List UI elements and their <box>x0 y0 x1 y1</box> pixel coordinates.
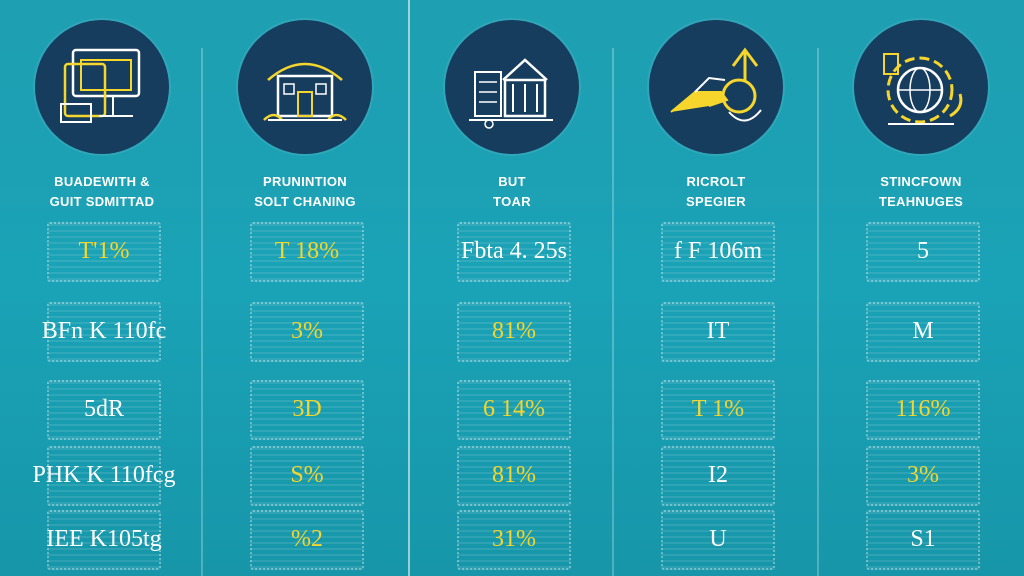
cell-value: 81% <box>492 318 536 344</box>
value-cell: PHK K 110fcg <box>32 446 176 506</box>
cell-value: U <box>709 526 727 552</box>
column-title-line: TEAHNUGES <box>878 194 964 209</box>
value-cell: Fbta 4. 25s <box>457 222 571 282</box>
column-divider <box>817 48 819 576</box>
cell-value: 5 <box>917 238 929 264</box>
value-cell: f F 106m <box>661 222 775 282</box>
column-title-line: GUIT SDMITTAD <box>49 194 155 209</box>
column-5: STINCFOWN TEAHNUGES 5 M 116% 3% S1 <box>819 0 1023 576</box>
cell-value: 81% <box>492 462 536 488</box>
column-title: RICROLT SPEGIER <box>614 172 818 212</box>
column-title: BUADEWITH & GUIT SDMITTAD <box>0 172 204 212</box>
column-divider <box>201 48 203 576</box>
column-title-line: BUADEWITH & <box>54 174 150 189</box>
value-cell: 116% <box>866 380 980 440</box>
column-title-line: TOAR <box>493 194 531 209</box>
cell-value: T 18% <box>274 238 340 264</box>
value-cell: T 1% <box>661 380 775 440</box>
cell-value: 5dR <box>83 396 125 422</box>
column-title: PRUNINTION SOLT CHANING <box>203 172 407 212</box>
column-title-line: SPEGIER <box>686 194 746 209</box>
value-cell: 5dR <box>47 380 161 440</box>
value-cell: 3D <box>250 380 364 440</box>
value-cell: I2 <box>661 446 775 506</box>
cell-value: 3D <box>292 396 322 422</box>
cell-value: S1 <box>910 526 936 552</box>
cell-value: 31% <box>492 526 536 552</box>
cell-value: M <box>912 318 934 344</box>
value-cell: %2 <box>250 510 364 570</box>
cell-value: IEE K105tg <box>46 526 162 552</box>
cell-value: S% <box>290 462 324 488</box>
value-cell: S1 <box>866 510 980 570</box>
column-divider <box>612 48 614 576</box>
house-icon <box>238 20 372 154</box>
value-cell: BFn K 110fc <box>42 302 166 362</box>
cell-value: I2 <box>708 462 728 488</box>
column-3: BUT TOAR Fbta 4. 25s 81% 6 14% 81% 31% <box>410 0 614 576</box>
column-title-line: STINCFOWN <box>880 174 962 189</box>
value-cell: IT <box>661 302 775 362</box>
value-cell: 81% <box>457 302 571 362</box>
value-cell: T'1% <box>47 222 161 282</box>
column-2: PRUNINTION SOLT CHANING T 18% 3% 3D S% %… <box>203 0 407 576</box>
computer-monitor-icon <box>35 20 169 154</box>
value-cell: 81% <box>457 446 571 506</box>
cell-value: f F 106m <box>673 238 763 264</box>
cell-value: %2 <box>291 526 323 552</box>
cell-value: 3% <box>907 462 939 488</box>
value-cell: 31% <box>457 510 571 570</box>
column-title-line: PRUNINTION <box>263 174 347 189</box>
cell-value: 6 14% <box>483 396 545 422</box>
cell-value: PHK K 110fcg <box>32 462 176 488</box>
value-cell: 6 14% <box>457 380 571 440</box>
value-cell: S% <box>250 446 364 506</box>
cell-value: 3% <box>291 318 323 344</box>
value-cell: T 18% <box>250 222 364 282</box>
value-cell: U <box>661 510 775 570</box>
value-cell: IEE K105tg <box>46 510 162 570</box>
cell-value: IT <box>706 318 730 344</box>
column-4: RICROLT SPEGIER f F 106m IT T 1% I2 U <box>614 0 818 576</box>
building-icon <box>445 20 579 154</box>
column-title: STINCFOWN TEAHNUGES <box>819 172 1023 212</box>
cell-value: 116% <box>895 396 951 422</box>
column-title-line: SOLT CHANING <box>254 194 356 209</box>
value-cell: 5 <box>866 222 980 282</box>
value-cell: 3% <box>250 302 364 362</box>
column-title-line: RICROLT <box>686 174 746 189</box>
column-title-line: BUT <box>498 174 526 189</box>
value-cell: 3% <box>866 446 980 506</box>
section-divider <box>408 0 410 576</box>
cell-value: T'1% <box>78 238 130 264</box>
column-title: BUT TOAR <box>410 172 614 212</box>
gear-globe-icon <box>854 20 988 154</box>
cell-value: BFn K 110fc <box>41 318 167 344</box>
cell-value: Fbta 4. 25s <box>460 238 568 264</box>
cell-value: T 1% <box>691 396 745 422</box>
column-1: BUADEWITH & GUIT SDMITTAD T'1% BFn K 110… <box>0 0 204 576</box>
hand-key-icon <box>649 20 783 154</box>
value-cell: M <box>866 302 980 362</box>
